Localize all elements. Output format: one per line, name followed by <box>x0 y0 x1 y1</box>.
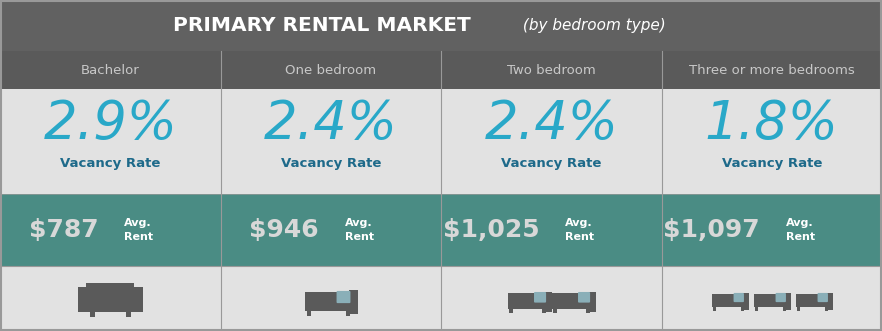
Text: $787: $787 <box>28 218 98 242</box>
Text: Avg.: Avg. <box>786 218 813 228</box>
Bar <box>754 294 789 307</box>
FancyBboxPatch shape <box>775 293 786 302</box>
Text: Avg.: Avg. <box>345 218 372 228</box>
Bar <box>132 287 143 312</box>
FancyBboxPatch shape <box>534 292 546 303</box>
Text: Rent: Rent <box>786 232 815 242</box>
Bar <box>827 293 833 309</box>
FancyBboxPatch shape <box>578 292 590 303</box>
Bar <box>78 287 88 312</box>
Bar <box>587 307 590 313</box>
Text: $1,097: $1,097 <box>663 218 759 242</box>
Text: Rent: Rent <box>124 232 153 242</box>
Bar <box>553 307 557 313</box>
Text: Rent: Rent <box>345 232 374 242</box>
Text: 2.4%: 2.4% <box>484 98 618 150</box>
Bar <box>509 307 512 313</box>
Bar <box>349 290 358 314</box>
Bar <box>508 293 551 309</box>
Text: Avg.: Avg. <box>565 218 593 228</box>
Bar <box>755 306 758 311</box>
Bar <box>305 292 356 310</box>
Bar <box>125 310 131 317</box>
Bar <box>0 0 882 51</box>
FancyBboxPatch shape <box>337 291 350 303</box>
Bar <box>86 295 134 312</box>
Text: One bedroom: One bedroom <box>285 64 377 77</box>
Text: Rent: Rent <box>565 232 594 242</box>
Text: Two bedroom: Two bedroom <box>507 64 595 77</box>
Bar <box>346 309 350 316</box>
Text: 1.8%: 1.8% <box>705 98 839 150</box>
Bar <box>825 306 827 311</box>
Bar <box>307 309 311 316</box>
Text: Vacancy Rate: Vacancy Rate <box>60 157 161 170</box>
Bar <box>90 310 95 317</box>
Text: (by bedroom type): (by bedroom type) <box>518 18 666 33</box>
Bar <box>86 283 134 295</box>
Bar <box>743 293 749 309</box>
Text: $1,025: $1,025 <box>443 218 539 242</box>
Text: Vacancy Rate: Vacancy Rate <box>721 157 822 170</box>
Bar <box>712 294 748 307</box>
Text: Bachelor: Bachelor <box>81 64 139 77</box>
Text: 2.9%: 2.9% <box>43 98 177 150</box>
Bar <box>542 307 546 313</box>
Bar <box>589 292 596 312</box>
Bar <box>741 306 744 311</box>
Bar <box>551 293 594 309</box>
Text: Three or more bedrooms: Three or more bedrooms <box>689 64 855 77</box>
Bar <box>785 293 791 309</box>
Bar <box>796 294 832 307</box>
Text: Vacancy Rate: Vacancy Rate <box>280 157 381 170</box>
Bar <box>782 306 786 311</box>
Text: PRIMARY RENTAL MARKET: PRIMARY RENTAL MARKET <box>173 16 471 35</box>
Text: Avg.: Avg. <box>124 218 152 228</box>
Text: $946: $946 <box>249 218 318 242</box>
Bar <box>0 194 882 266</box>
FancyBboxPatch shape <box>818 293 828 302</box>
Text: Vacancy Rate: Vacancy Rate <box>501 157 602 170</box>
FancyBboxPatch shape <box>734 293 744 302</box>
Bar <box>797 306 800 311</box>
Bar <box>0 51 882 89</box>
Text: 2.4%: 2.4% <box>264 98 398 150</box>
Bar <box>713 306 716 311</box>
Bar <box>545 292 552 312</box>
